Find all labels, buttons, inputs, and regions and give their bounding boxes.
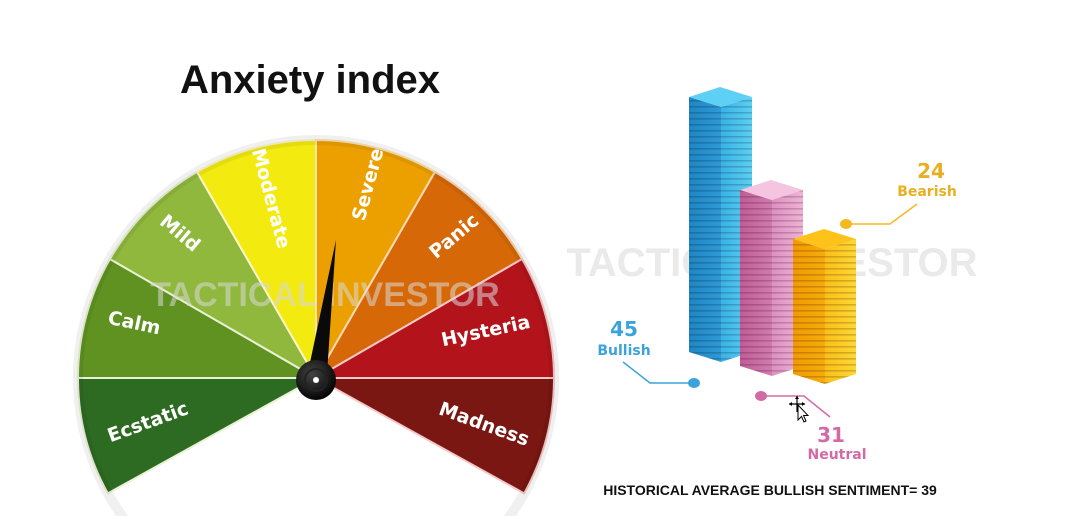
bar-bullish	[689, 87, 752, 362]
gauge-needle	[296, 240, 336, 400]
mouse-cursor-icon	[789, 396, 810, 423]
bearish-label: Bearish	[897, 184, 957, 200]
segment-severe	[315, 138, 437, 382]
bearish-value: 24	[917, 159, 945, 183]
segment-hysteria	[312, 257, 556, 379]
segment-moderate	[195, 138, 317, 382]
segment-calm	[76, 257, 320, 379]
bar-bearish	[793, 229, 856, 384]
historical-average-note: HISTORICAL AVERAGE BULLISH SENTIMENT= 39	[603, 482, 937, 498]
neutral-value: 31	[817, 423, 845, 447]
bullish-label: Bullish	[597, 343, 650, 359]
callout-bearish: 24 Bearish	[840, 159, 957, 229]
callout-bullish: 45 Bullish	[597, 317, 700, 388]
segment-madness	[312, 377, 556, 495]
segment-panic	[313, 170, 524, 381]
callout-neutral: 31 Neutral	[755, 391, 867, 463]
gauge-title: Anxiety index	[180, 58, 440, 102]
segment-ecstatic	[76, 377, 320, 495]
sentiment-chart: TACTICAL INVESTOR	[566, 87, 978, 498]
segment-mild	[108, 170, 319, 381]
bullish-value: 45	[610, 317, 638, 341]
anxiety-gauge: Ecstatic Calm Mild Moderate Severe Panic…	[73, 135, 559, 516]
neutral-label: Neutral	[807, 447, 866, 463]
